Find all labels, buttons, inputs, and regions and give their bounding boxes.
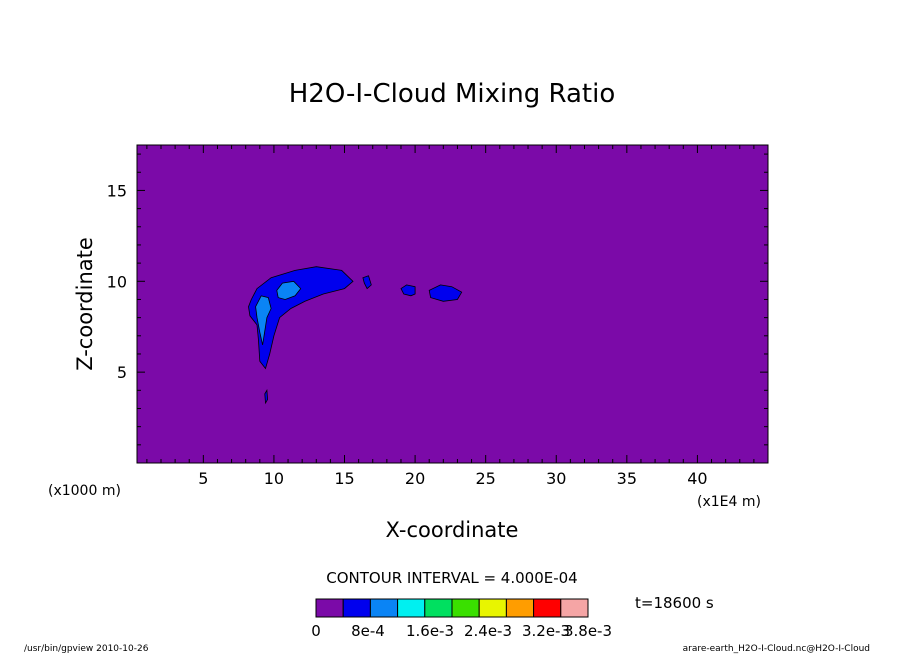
footer-left: /usr/bin/gpview 2010-10-26	[24, 644, 149, 654]
colorbar-swatch	[424, 598, 453, 618]
x-tick-label: 5	[198, 469, 208, 488]
contour-region-level-1	[400, 284, 416, 297]
colorbar-swatch	[369, 598, 399, 618]
x-tick-label: 40	[687, 469, 707, 488]
footer-right: arare-earth_H2O-I-Cloud.nc@H2O-I-Cloud	[683, 644, 870, 654]
colorbar-swatch	[533, 598, 562, 618]
plot-frame	[136, 144, 769, 464]
plot-background	[137, 145, 768, 463]
contour-region-level-1	[362, 275, 372, 290]
contour-region-level-1	[428, 284, 463, 302]
time-label: t=18600 s	[635, 594, 714, 612]
x-tick-label: 10	[264, 469, 284, 488]
colorbar-label: 3.2e-3	[522, 622, 570, 640]
colorbar-swatch	[560, 598, 589, 618]
contour-region-level-1	[248, 266, 354, 370]
contour-interval-label: CONTOUR INTERVAL = 4.000E-04	[326, 569, 577, 587]
x-tick-label: 25	[475, 469, 495, 488]
colorbar-label: 0	[311, 622, 321, 640]
x-tick-label: 35	[617, 469, 637, 488]
colorbar-swatch	[478, 598, 507, 618]
colorbar-swatch	[397, 598, 426, 618]
contour-region-level-1	[264, 388, 269, 405]
colorbar-label: 3.8e-3	[564, 622, 612, 640]
colorbar-swatch	[315, 598, 344, 618]
y-tick-label: 15	[107, 181, 127, 200]
chart-title: H2O-I-Cloud Mixing Ratio	[289, 79, 616, 109]
x-unit-label: (x1E4 m)	[697, 494, 761, 510]
z-unit-label: (x1000 m)	[48, 483, 121, 499]
x-tick-label: 30	[546, 469, 566, 488]
x-tick-label: 20	[405, 469, 425, 488]
colorbar-swatch	[451, 598, 480, 618]
colorbar-label: 1.6e-3	[406, 622, 454, 640]
colorbar: 0 8e-4 1.6e-3 2.4e-3 3.2e-33.8e-3	[311, 598, 612, 640]
colorbar-swatch	[505, 598, 535, 618]
contour-region-level-2	[276, 280, 302, 300]
x-tick-label: 15	[334, 469, 354, 488]
colorbar-label: 8e-4	[351, 622, 385, 640]
contour-region-level-2	[255, 295, 272, 345]
y-tick-label: 5	[117, 363, 127, 382]
colorbar-label: 2.4e-3	[464, 622, 512, 640]
y-tick-label: 10	[107, 272, 127, 291]
colorbar-swatch	[342, 598, 371, 618]
y-axis-label: Z-coordinate	[73, 237, 97, 371]
plot-area	[136, 144, 769, 464]
x-axis-label: X-coordinate	[386, 518, 519, 542]
